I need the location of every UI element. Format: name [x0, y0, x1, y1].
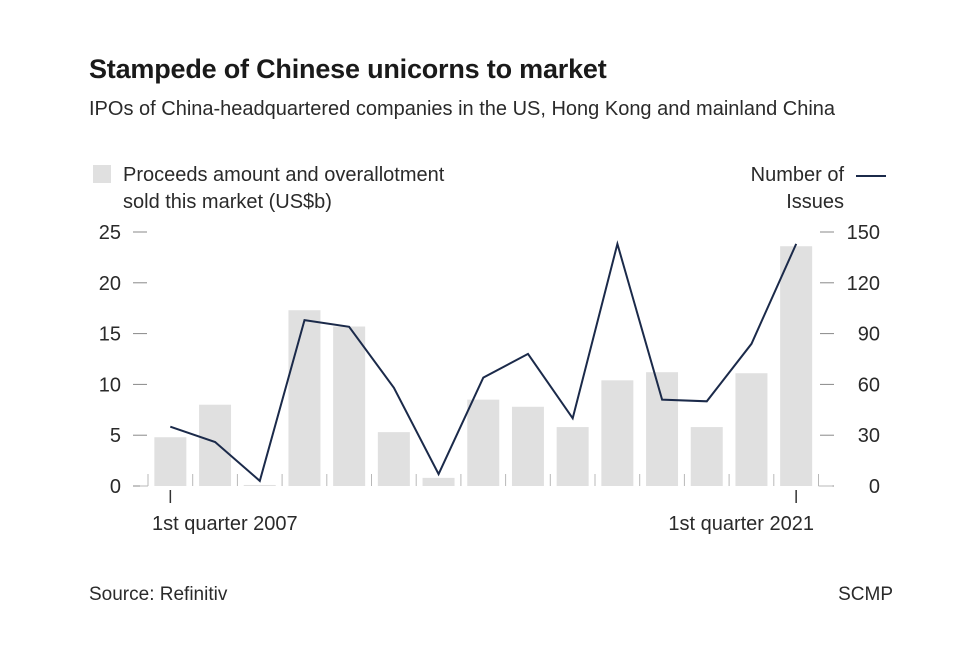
- bar: [556, 427, 589, 486]
- bar: [780, 246, 813, 486]
- bar: [288, 310, 321, 486]
- x-axis-label-first: 1st quarter 2007: [152, 513, 298, 535]
- bar: [735, 373, 768, 486]
- legend-bar-swatch: [93, 165, 111, 183]
- bar: [243, 484, 276, 486]
- left-axis-tick-label: 5: [110, 425, 121, 447]
- right-axis-tick-label: 30: [858, 425, 880, 447]
- bar: [601, 380, 634, 486]
- bar: [377, 432, 410, 486]
- chart-subtitle: IPOs of China-headquartered companies in…: [89, 98, 836, 120]
- chart-title: Stampede of Chinese unicorns to market: [89, 54, 607, 84]
- bar: [154, 437, 187, 486]
- left-axis-tick-label: 10: [99, 374, 121, 396]
- right-axis-tick-label: 120: [847, 273, 880, 295]
- legend-line-label-line1: Number of: [750, 164, 844, 186]
- right-axis-tick-label: 60: [858, 374, 880, 396]
- bar: [467, 399, 500, 486]
- line-series: [169, 240, 798, 483]
- left-axis-tick-label: 15: [99, 324, 121, 346]
- bar: [511, 406, 544, 486]
- bar: [690, 427, 723, 486]
- right-axis-tick-label: 0: [869, 476, 880, 498]
- legend-bar-label-line2: sold this market (US$b): [123, 191, 332, 213]
- left-axis-tick-label: 25: [99, 222, 121, 244]
- x-axis-label-last: 1st quarter 2021: [668, 513, 814, 535]
- right-axis-tick-label: 150: [847, 222, 880, 244]
- bar: [333, 326, 366, 486]
- right-axis-tick-label: 90: [858, 324, 880, 346]
- bar: [646, 372, 679, 486]
- legend-line-label-line2: Issues: [786, 191, 844, 213]
- legend-line-swatch: [856, 175, 886, 177]
- legend-line-label: Number of Issues: [751, 162, 844, 216]
- left-axis-tick-label: 20: [99, 273, 121, 295]
- bar: [199, 404, 232, 486]
- legend-line: Number of Issues: [751, 162, 886, 216]
- legend-bars: Proceeds amount and overallotment sold t…: [93, 162, 444, 216]
- publisher-credit: SCMP: [838, 584, 893, 605]
- legend-bar-label-line1: Proceeds amount and overallotment: [123, 164, 445, 186]
- source-note: Source: Refinitiv: [89, 584, 228, 605]
- legend-bar-label: Proceeds amount and overallotment sold t…: [123, 162, 444, 216]
- left-axis-tick-label: 0: [110, 476, 121, 498]
- bar: [422, 477, 455, 486]
